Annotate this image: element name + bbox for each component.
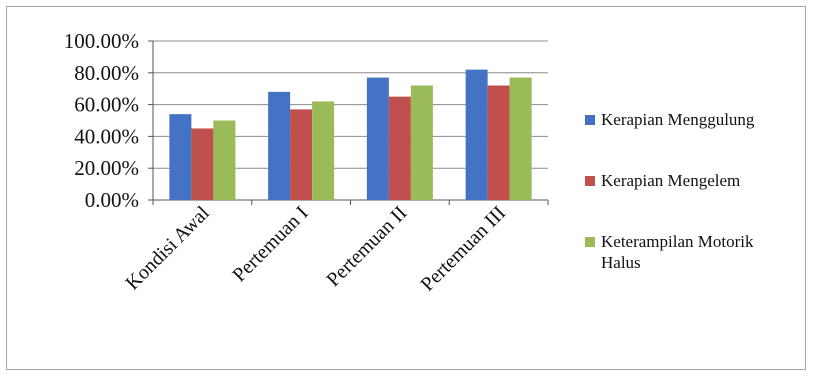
legend-label: Kerapian Menggulung	[601, 110, 755, 129]
y-tick-label: 20.00%	[74, 156, 139, 180]
y-tick-label: 60.00%	[74, 93, 139, 117]
x-tick-label: Pertemuan I	[228, 202, 312, 286]
bar	[268, 91, 291, 200]
bar	[213, 120, 236, 200]
bar	[366, 77, 389, 200]
bar	[191, 128, 214, 200]
legend-swatch	[585, 237, 595, 247]
x-tick-label: Kondisi Awal	[121, 202, 214, 295]
legend-swatch	[585, 176, 595, 186]
legend-label: Keterampilan Motorik Halus	[601, 232, 754, 272]
bar	[169, 114, 192, 200]
bar	[487, 85, 510, 200]
legend-label: Kerapian Mengelem	[601, 171, 740, 190]
y-tick-label: 40.00%	[74, 124, 139, 148]
bar	[465, 69, 488, 201]
bar	[290, 109, 313, 200]
y-tick-label: 100.00%	[64, 29, 139, 53]
bar	[312, 101, 335, 200]
bar	[410, 85, 433, 200]
x-tick-label: Pertemuan II	[322, 202, 411, 291]
x-tick-label: Pertemuan III	[416, 202, 510, 296]
y-tick-label: 0.00%	[85, 188, 139, 212]
y-tick-label: 80.00%	[74, 61, 139, 85]
bar	[388, 96, 411, 200]
legend-swatch	[585, 115, 595, 125]
bar	[509, 77, 532, 200]
